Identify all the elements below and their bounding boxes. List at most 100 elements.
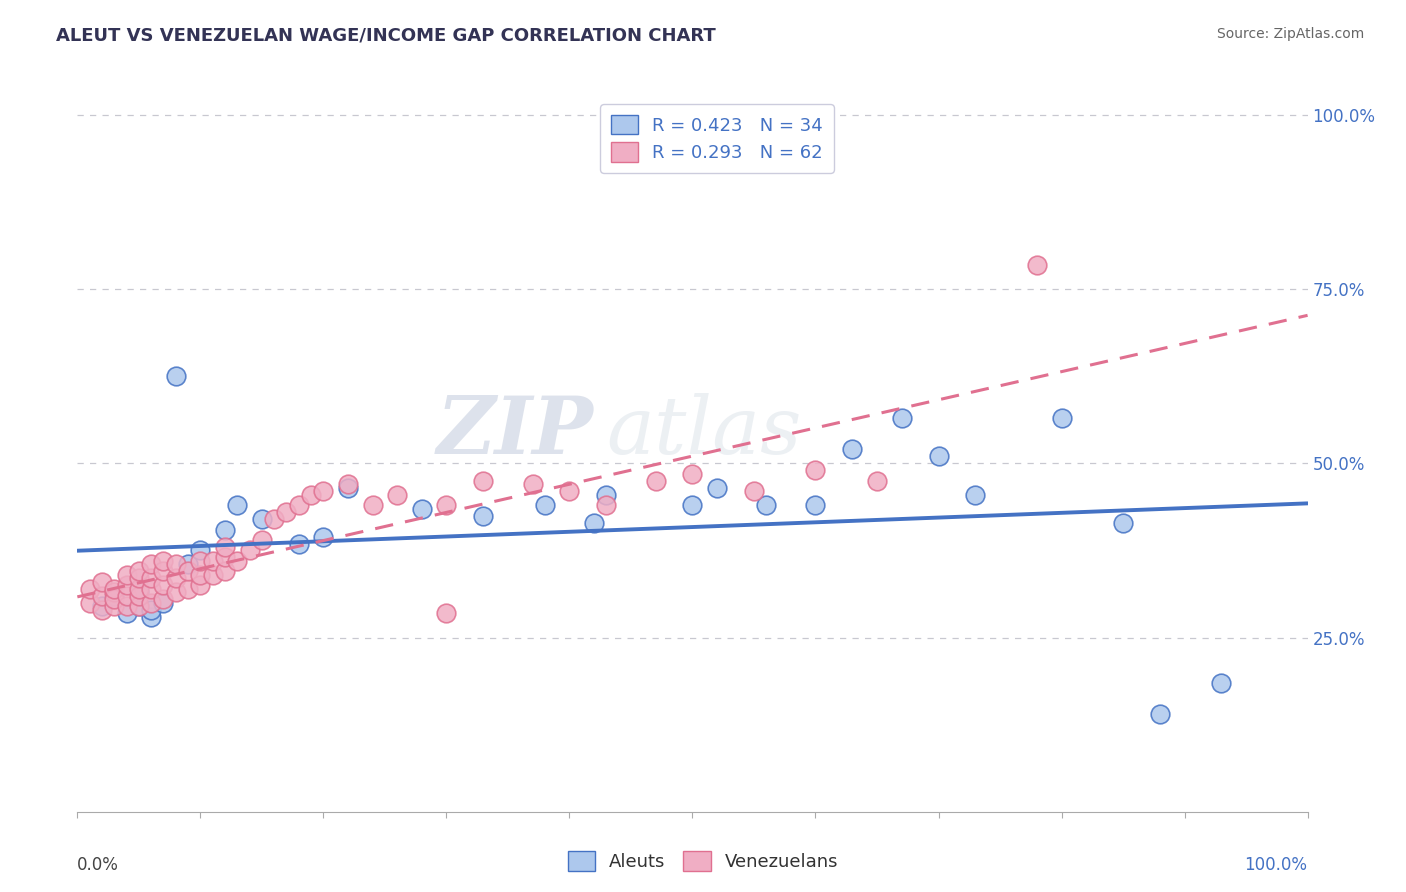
Point <box>115 599 138 614</box>
Point <box>361 498 384 512</box>
Point <box>472 508 495 523</box>
Point <box>128 571 150 585</box>
Point <box>583 516 606 530</box>
Point <box>165 558 187 572</box>
Point <box>128 599 150 614</box>
Point <box>188 578 212 592</box>
Point <box>141 558 163 572</box>
Point <box>141 603 163 617</box>
Point <box>152 596 174 610</box>
Point <box>706 481 728 495</box>
Point <box>288 498 311 512</box>
Point <box>141 582 163 596</box>
Point <box>79 582 101 596</box>
Point <box>742 484 765 499</box>
Point <box>263 512 285 526</box>
Point <box>436 606 458 620</box>
Point <box>141 596 163 610</box>
Point <box>1050 411 1073 425</box>
Point <box>337 477 360 491</box>
Point <box>276 505 298 519</box>
Point <box>595 488 617 502</box>
Point <box>79 596 101 610</box>
Point <box>188 567 212 582</box>
Point <box>226 498 249 512</box>
Point <box>128 589 150 603</box>
Point <box>141 571 163 585</box>
Point <box>201 567 224 582</box>
Point <box>103 585 125 599</box>
Legend: R = 0.423   N = 34, R = 0.293   N = 62: R = 0.423 N = 34, R = 0.293 N = 62 <box>600 104 834 173</box>
Point <box>644 474 666 488</box>
Point <box>201 554 224 568</box>
Point <box>250 533 273 547</box>
Point <box>436 498 458 512</box>
Point <box>90 599 114 614</box>
Point <box>141 609 163 624</box>
Point <box>804 463 827 477</box>
Point <box>214 523 236 537</box>
Point <box>188 554 212 568</box>
Point <box>522 477 544 491</box>
Point <box>472 474 495 488</box>
Point <box>558 484 581 499</box>
Text: ALEUT VS VENEZUELAN WAGE/INCOME GAP CORRELATION CHART: ALEUT VS VENEZUELAN WAGE/INCOME GAP CORR… <box>56 27 716 45</box>
Point <box>239 543 262 558</box>
Point <box>965 488 987 502</box>
Point <box>682 467 704 481</box>
Point <box>177 565 200 579</box>
Point <box>152 565 174 579</box>
Point <box>128 582 150 596</box>
Point <box>103 592 125 607</box>
Text: 100.0%: 100.0% <box>1244 855 1308 873</box>
Legend: Aleuts, Venezuelans: Aleuts, Venezuelans <box>560 844 846 879</box>
Point <box>1026 258 1049 272</box>
Point <box>90 589 114 603</box>
Point <box>890 411 912 425</box>
Point <box>312 530 335 544</box>
Point <box>103 599 125 614</box>
Point <box>226 554 249 568</box>
Point <box>534 498 557 512</box>
Point <box>103 582 125 596</box>
Point <box>214 540 236 554</box>
Point <box>1211 676 1233 690</box>
Text: atlas: atlas <box>606 392 801 470</box>
Point <box>152 578 174 592</box>
Point <box>128 599 150 614</box>
Point <box>682 498 704 512</box>
Text: ZIP: ZIP <box>437 392 595 470</box>
Point <box>165 369 187 384</box>
Point <box>90 603 114 617</box>
Point <box>804 498 827 512</box>
Point <box>214 550 236 565</box>
Point <box>128 565 150 579</box>
Point <box>1112 516 1135 530</box>
Point <box>299 488 322 502</box>
Point <box>165 571 187 585</box>
Point <box>385 488 409 502</box>
Point <box>755 498 778 512</box>
Point <box>115 589 138 603</box>
Point <box>214 565 236 579</box>
Point <box>288 536 311 550</box>
Point <box>595 498 617 512</box>
Point <box>152 592 174 607</box>
Point <box>115 606 138 620</box>
Point <box>1149 707 1171 722</box>
Point <box>177 582 200 596</box>
Point <box>177 558 200 572</box>
Point <box>103 589 125 603</box>
Point <box>411 501 433 516</box>
Point <box>841 442 863 457</box>
Point <box>90 574 114 589</box>
Point <box>188 543 212 558</box>
Point <box>115 578 138 592</box>
Point <box>152 554 174 568</box>
Point <box>250 512 273 526</box>
Point <box>115 567 138 582</box>
Point <box>128 585 150 599</box>
Text: 0.0%: 0.0% <box>77 855 120 873</box>
Point <box>312 484 335 499</box>
Point <box>928 450 950 464</box>
